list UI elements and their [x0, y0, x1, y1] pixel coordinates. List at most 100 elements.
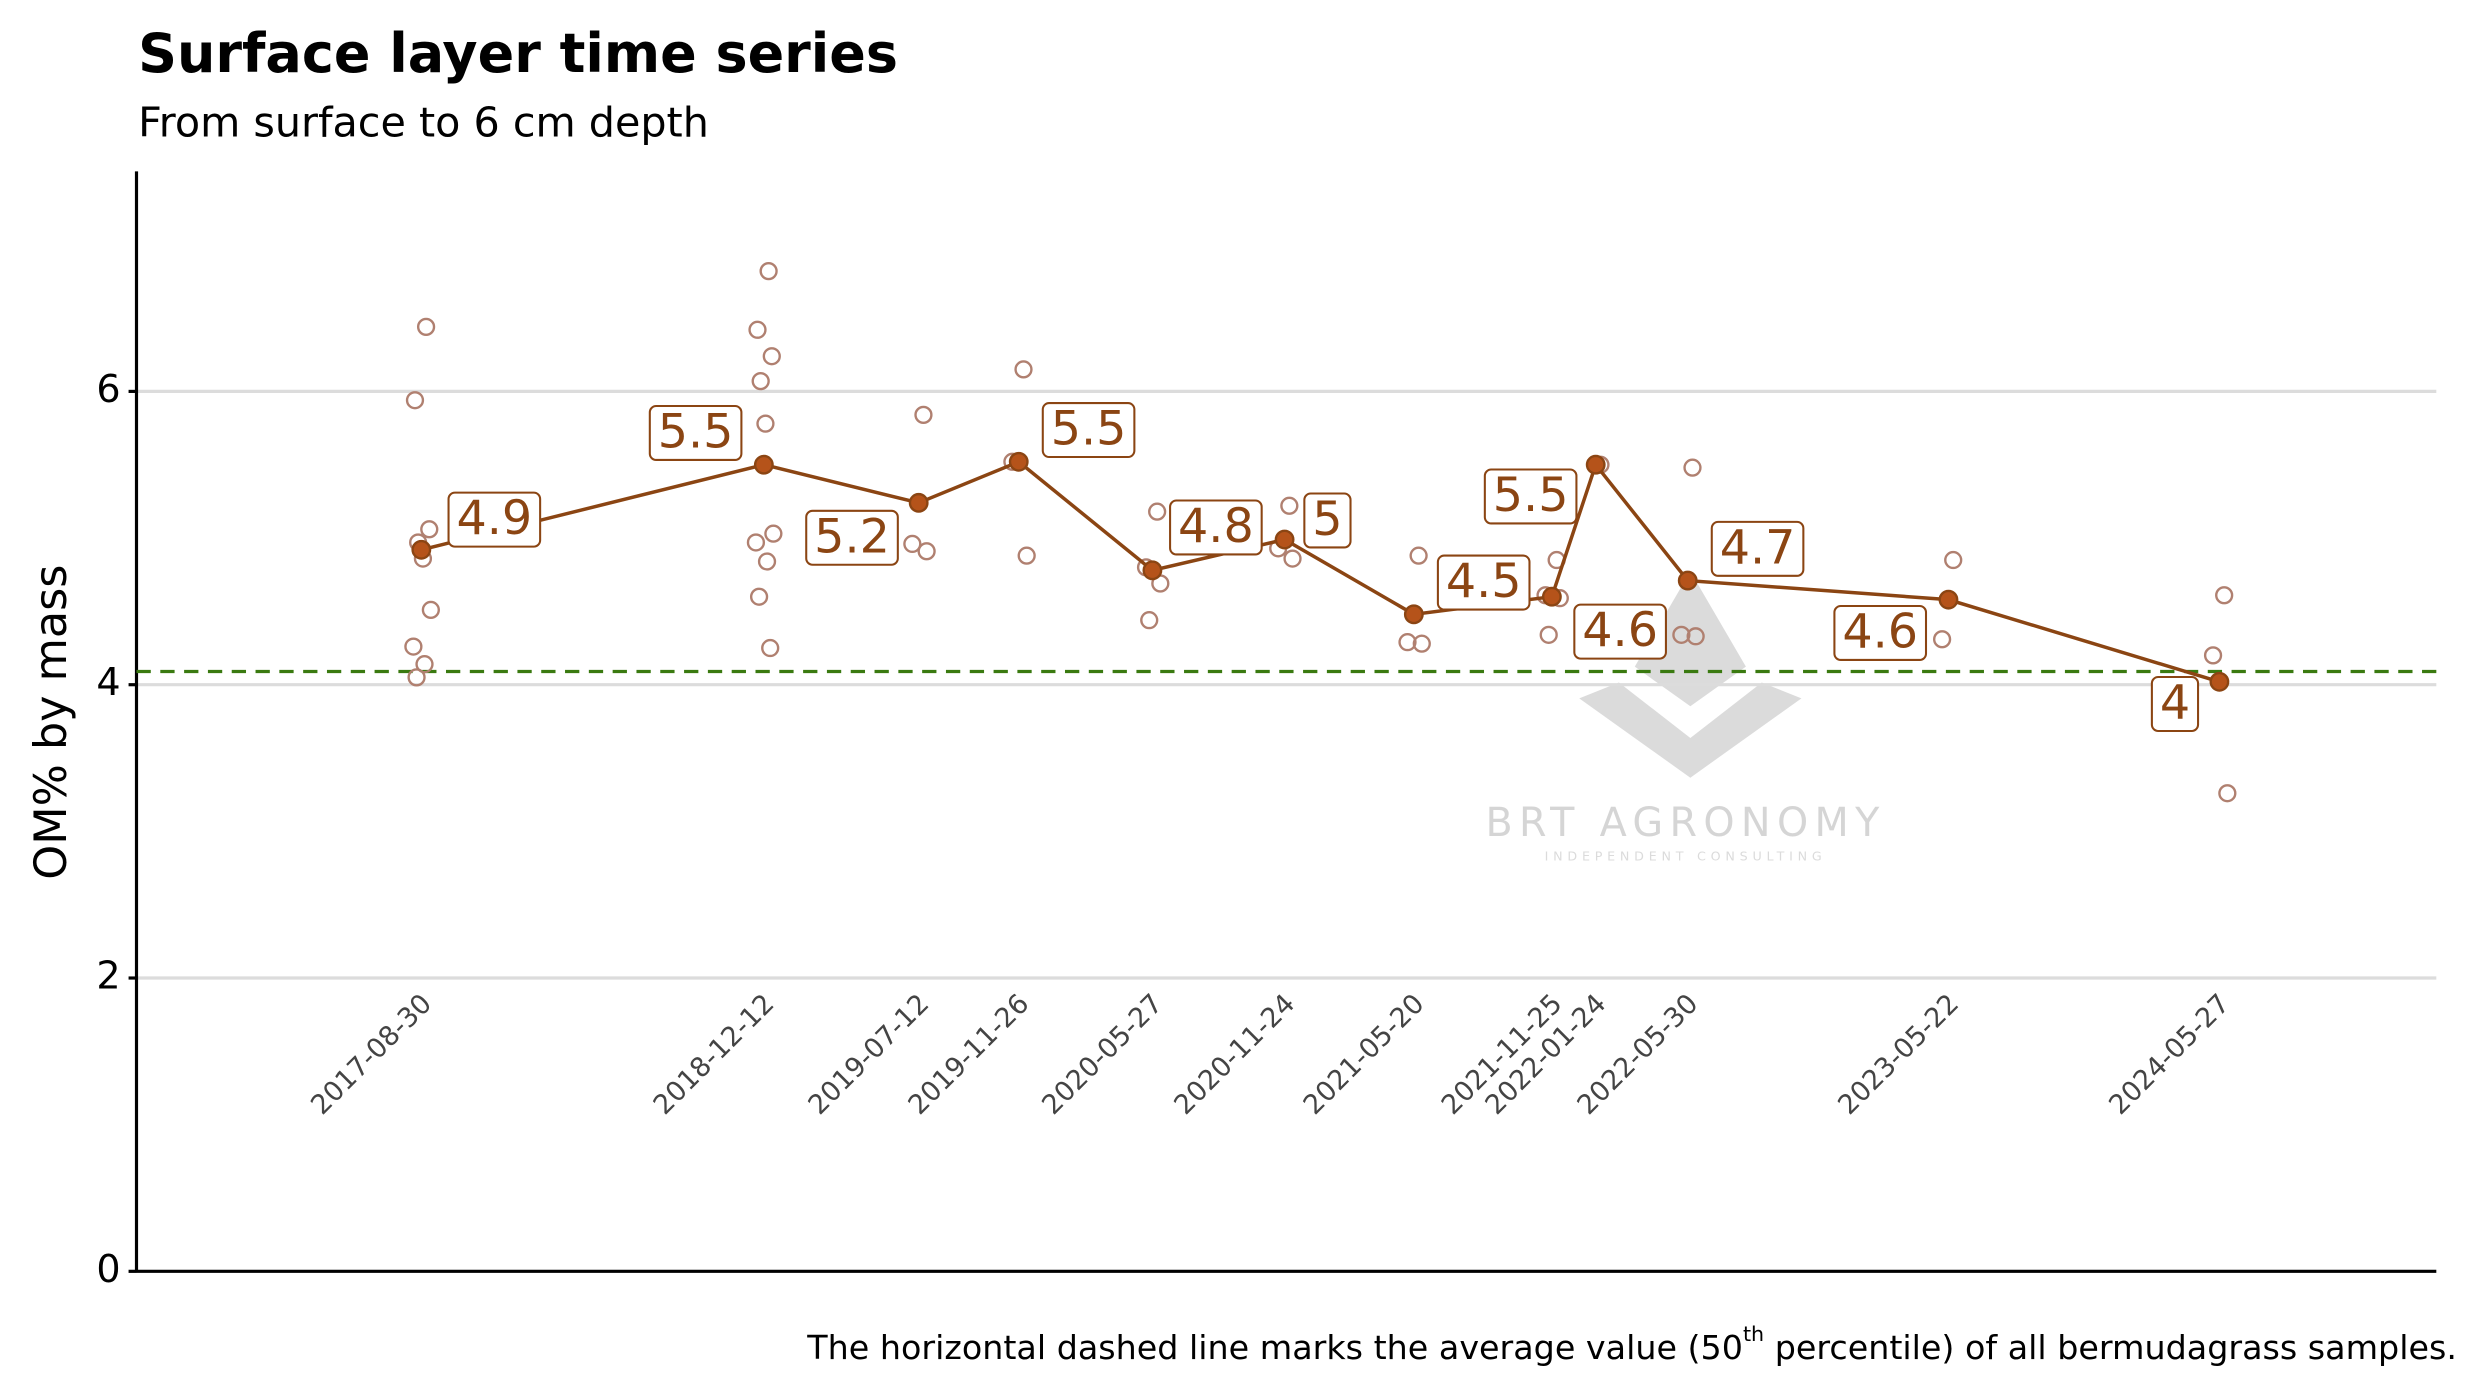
chart-title: Surface layer time series — [138, 22, 898, 85]
mean-point — [1274, 529, 1295, 550]
value-label: 4.6 — [1573, 603, 1667, 660]
watermark-subtitle: INDEPENDENT CONSULTING — [1545, 849, 1827, 864]
value-label-text: 4.8 — [1178, 499, 1254, 554]
x-tick-label: 2021-05-20 — [1298, 988, 1431, 1121]
mean-point — [908, 492, 929, 513]
value-label-text: 4.9 — [456, 491, 532, 546]
mean-point — [1008, 451, 1029, 472]
sample-point — [757, 552, 777, 571]
caption-text: The horizontal dashed line marks the ave… — [806, 1328, 1743, 1367]
value-label: 5.2 — [805, 509, 899, 566]
y-tick-label: 2 — [96, 954, 120, 998]
sample-point — [1140, 611, 1159, 630]
value-label-box — [1303, 492, 1352, 549]
value-label-box — [805, 509, 899, 566]
value-label-text: 5.5 — [1493, 468, 1569, 523]
watermark-title: BRT AGRONOMY — [1486, 800, 1886, 846]
sample-point — [756, 414, 775, 433]
sample-point — [1539, 625, 1558, 644]
value-label-box — [2150, 675, 2200, 733]
value-label-box — [1436, 554, 1531, 611]
sample-point — [746, 533, 766, 552]
sample-point — [1283, 549, 1302, 568]
x-tick-label: 2024-05-27 — [2103, 988, 2236, 1121]
mean-point — [1403, 604, 1424, 625]
x-tick-label: 2017-08-30 — [305, 988, 438, 1121]
sample-point — [421, 600, 440, 620]
sample-point — [1686, 627, 1705, 646]
sample-point — [759, 262, 778, 281]
value-label-box — [1041, 402, 1136, 459]
chart-subtitle: From surface to 6 cm depth — [138, 98, 709, 146]
sample-point — [751, 372, 770, 391]
y-tick-label: 0 — [96, 1247, 120, 1291]
sample-point — [762, 347, 781, 366]
sample-point — [903, 534, 922, 554]
value-label: 4.8 — [1169, 499, 1263, 556]
sample-point — [1672, 625, 1691, 644]
sample-point — [1398, 633, 1417, 652]
watermark: BRT AGRONOMY INDEPENDENT CONSULTING — [1486, 571, 1886, 864]
value-label-text: 4.6 — [1842, 605, 1918, 660]
value-label-text: 4 — [2160, 676, 2190, 731]
sample-point — [1412, 634, 1431, 653]
value-label-box — [447, 491, 542, 548]
watermark-logo — [1579, 571, 1802, 778]
x-tick-label: 2020-11-24 — [1168, 988, 1301, 1121]
value-label-text: 4.6 — [1582, 603, 1658, 658]
value-label: 4 — [2150, 675, 2200, 733]
value-label-text: 4.7 — [1720, 520, 1796, 575]
mean-point — [753, 454, 774, 475]
value-label: 4.6 — [1833, 605, 1928, 661]
sample-point — [2218, 784, 2237, 803]
sample-point — [1017, 546, 1036, 565]
x-tick-label: 2023-05-22 — [1832, 988, 1965, 1121]
mean-point — [2209, 671, 2230, 692]
value-label-box — [1483, 468, 1578, 525]
value-label: 5 — [1303, 492, 1352, 549]
sample-point — [1409, 546, 1428, 565]
x-tick-label: 2020-05-27 — [1036, 988, 1169, 1121]
sample-point — [420, 520, 439, 539]
series-line — [420, 459, 2220, 684]
value-label-box — [1710, 520, 1805, 577]
sample-point — [1148, 502, 1167, 521]
value-label: 5.5 — [1041, 402, 1136, 459]
value-label-box — [1573, 603, 1667, 660]
value-label-text: 5.5 — [658, 405, 734, 460]
value-label: 4.5 — [1436, 554, 1531, 611]
mean-point — [411, 539, 432, 560]
x-tick-label: 2018-12-12 — [648, 988, 781, 1121]
sample-point — [917, 542, 936, 561]
value-label: 5.5 — [1483, 468, 1578, 525]
mean-point — [1585, 454, 1606, 475]
sample-point — [1014, 360, 1033, 379]
mean-point — [1142, 560, 1163, 581]
sample-point — [749, 587, 769, 606]
sample-point — [415, 655, 434, 674]
sample-point — [416, 317, 436, 336]
y-tick-label: 4 — [96, 660, 120, 704]
caption-superscript: th — [1743, 1322, 1764, 1346]
caption: The horizontal dashed line marks the ave… — [806, 1322, 2457, 1367]
sample-point — [2203, 646, 2223, 665]
value-label: 4.7 — [1710, 520, 1805, 577]
value-label-text: 4.5 — [1446, 554, 1522, 609]
sample-point — [761, 638, 780, 658]
sample-point — [407, 668, 426, 687]
value-label-text: 5.2 — [814, 509, 890, 564]
value-label-box — [1169, 499, 1263, 556]
value-label: 5.5 — [648, 405, 743, 461]
value-label-text: 5.5 — [1051, 402, 1127, 457]
y-tick-label: 6 — [96, 367, 120, 411]
value-label-text: 5 — [1312, 492, 1342, 547]
sample-point — [1944, 550, 1963, 570]
sample-point — [1683, 458, 1702, 477]
sample-point — [405, 391, 425, 410]
mean-point — [1677, 570, 1698, 591]
sample-point — [2215, 586, 2234, 605]
grid — [136, 389, 2437, 980]
sample-point — [404, 637, 423, 656]
sample-point — [748, 320, 767, 339]
